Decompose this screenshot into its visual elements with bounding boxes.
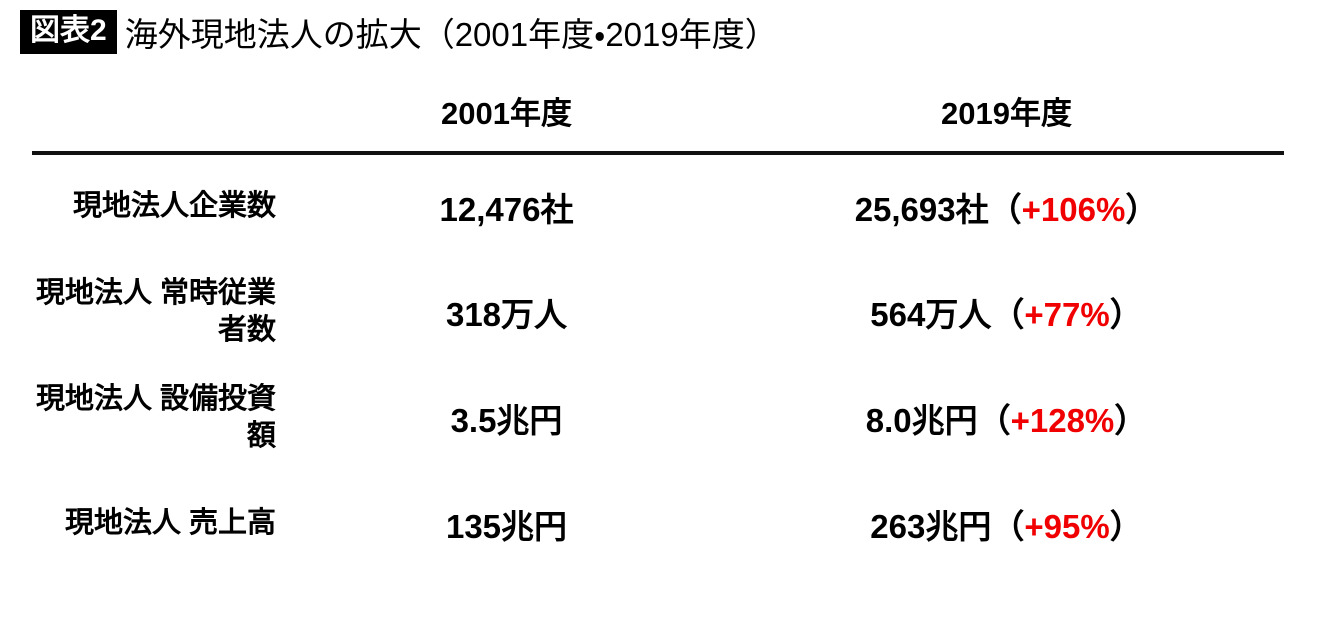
change-percent: +77% xyxy=(1024,296,1110,333)
column-header-blank xyxy=(32,88,284,153)
table-row: 現地法人企業数 12,476社 25,693社（+106%） xyxy=(32,153,1284,259)
table-row: 現地法人 設備投資額 3.5兆円 8.0兆円（+128%） xyxy=(32,365,1284,471)
row-value-2019-corporations: 25,693社（+106%） xyxy=(729,153,1284,259)
row-value-2019-sales: 263兆円（+95%） xyxy=(729,471,1284,577)
row-value-2019-employees: 564万人（+77%） xyxy=(729,259,1284,365)
change-percent: +128% xyxy=(1010,402,1115,439)
figure-number-badge: 図表2 xyxy=(20,10,117,54)
row-label-employees: 現地法人 常時従業者数 xyxy=(35,276,276,346)
paren-open: （ xyxy=(977,402,1011,439)
paren-open: （ xyxy=(988,191,1022,228)
figure-title-bar: 図表2 海外現地法人の拡大（2001年度・2019年度） xyxy=(20,8,778,56)
table-row: 現地法人 常時従業者数 318万人 564万人（+77%） xyxy=(32,259,1284,365)
table-header-row: 2001年度 2019年度 xyxy=(32,88,1284,153)
change-percent: +95% xyxy=(1024,508,1110,545)
row-value-2001-employees: 318万人 xyxy=(445,296,568,333)
column-header-2019: 2019年度 xyxy=(941,96,1072,131)
row-label-sales: 現地法人 売上高 xyxy=(64,507,276,540)
row-value-2001-sales: 135兆円 xyxy=(445,508,568,545)
table-body: 現地法人企業数 12,476社 25,693社（+106%） 現地法人 常時従業… xyxy=(32,153,1284,577)
row-label-corporations: 現地法人企業数 xyxy=(72,190,276,223)
figure-table: 2001年度 2019年度 現地法人企業数 12,476社 25,693社（+1… xyxy=(32,88,1284,577)
row-label-capex: 現地法人 設備投資額 xyxy=(35,382,276,452)
paren-close: ） xyxy=(1125,191,1159,228)
value-number: 8.0兆円 xyxy=(865,402,978,439)
table-row: 現地法人 売上高 135兆円 263兆円（+95%） xyxy=(32,471,1284,577)
row-value-2019-capex: 8.0兆円（+128%） xyxy=(729,365,1284,471)
paren-open: （ xyxy=(991,508,1025,545)
column-header-2001: 2001年度 xyxy=(441,96,572,131)
value-number: 25,693社 xyxy=(854,191,989,228)
paren-close: ） xyxy=(1109,296,1143,333)
change-percent: +106% xyxy=(1021,191,1126,228)
paren-open: （ xyxy=(991,296,1025,333)
figure-table-wrap: 2001年度 2019年度 現地法人企業数 12,476社 25,693社（+1… xyxy=(32,88,1284,577)
paren-close: ） xyxy=(1114,402,1148,439)
value-number: 263兆円 xyxy=(870,508,992,545)
table-head: 2001年度 2019年度 xyxy=(32,88,1284,153)
page-title: 海外現地法人の拡大（2001年度・2019年度） xyxy=(124,16,778,53)
row-value-2001-capex: 3.5兆円 xyxy=(450,402,563,439)
value-number: 564万人 xyxy=(870,296,992,333)
paren-close: ） xyxy=(1109,508,1143,545)
row-value-2001-corporations: 12,476社 xyxy=(439,191,574,228)
